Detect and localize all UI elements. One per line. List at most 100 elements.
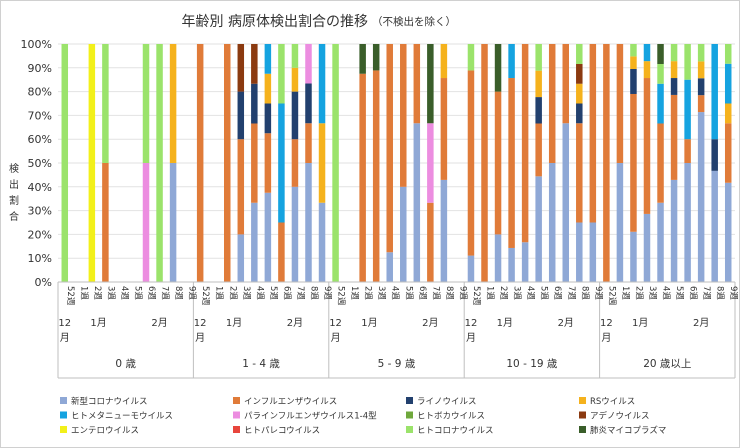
week-label: 4週 <box>254 286 264 300</box>
bar-segment <box>711 139 718 171</box>
bar-segment <box>535 97 542 124</box>
bar-segment <box>670 94 678 180</box>
bar-segment <box>251 202 258 282</box>
bar-segment <box>724 44 732 64</box>
bar-segment <box>508 44 515 79</box>
y-tick-label: 20% <box>28 228 52 241</box>
legend-label: パラインフルエンザウイルス1-4型 <box>244 412 377 422</box>
bar-segment <box>264 133 272 193</box>
bar-segment <box>413 123 421 282</box>
week-label: 8週 <box>579 286 589 300</box>
month-label: 1月 <box>226 317 242 329</box>
y-tick-label: 40% <box>28 181 52 194</box>
week-label: 52週 <box>200 286 210 306</box>
bar-segment <box>251 83 258 124</box>
week-label: 2週 <box>227 286 237 300</box>
bar-segment <box>616 44 624 163</box>
age-group-label: 20 歳以上 <box>643 358 691 370</box>
week-label: 8週 <box>173 286 183 300</box>
bar-segment <box>400 186 407 282</box>
bar-segment <box>196 44 204 282</box>
bar-segment <box>386 44 393 253</box>
y-tick-label: 0% <box>35 276 52 289</box>
bar-segment <box>305 44 312 84</box>
week-label: 8週 <box>715 286 725 300</box>
month-label: 12 <box>329 318 342 329</box>
week-label: 8週 <box>444 286 454 300</box>
bar-segment <box>467 255 475 282</box>
bar-segment <box>643 213 651 282</box>
bar-segment <box>494 234 502 282</box>
legend-swatch <box>579 411 586 419</box>
bar-segment <box>305 83 312 124</box>
legend-swatch <box>406 411 413 419</box>
legend-label: ヒトボカウイルス <box>417 412 485 422</box>
bar-segment <box>643 61 651 79</box>
bar-segment <box>657 63 664 84</box>
y-tick-label: 30% <box>28 205 52 218</box>
month-label-suffix: 月 <box>466 332 476 344</box>
chart-title: 年齢別 病原体検出割合の推移 <box>182 13 368 30</box>
bar-segment <box>684 79 691 140</box>
bar-segment <box>318 44 326 124</box>
bar-segment <box>142 163 150 282</box>
bar-segment <box>400 44 407 187</box>
bar-segment <box>156 44 163 282</box>
month-label: 1月 <box>497 317 513 329</box>
bar-segment <box>291 186 299 282</box>
week-label: 4週 <box>390 286 400 300</box>
legend-swatch <box>233 397 240 404</box>
bar-segment <box>224 44 231 282</box>
week-label: 2週 <box>92 286 102 300</box>
y-tick-label: 90% <box>28 62 52 75</box>
bar-segment <box>318 202 326 282</box>
legend-label: エンテロウイルス <box>71 426 139 436</box>
bar-segment <box>494 44 502 92</box>
bar-segment <box>589 222 597 282</box>
week-label: 7週 <box>701 286 711 300</box>
week-label: 9週 <box>457 286 467 300</box>
week-label: 2週 <box>363 286 373 300</box>
legend-swatch <box>579 397 586 404</box>
y-tick-label: 50% <box>28 157 52 170</box>
bar-segment <box>630 231 637 282</box>
bar-segment <box>535 176 542 282</box>
month-label: 1月 <box>361 317 377 329</box>
week-label: 1週 <box>620 286 630 300</box>
bar-segment <box>576 222 583 282</box>
month-label-suffix: 月 <box>60 332 70 344</box>
bar-segment <box>562 44 569 124</box>
bar-segment <box>291 67 299 92</box>
month-label: 12 <box>465 318 478 329</box>
week-label: 5週 <box>674 286 684 300</box>
week-label: 9週 <box>322 286 332 300</box>
legend-swatch <box>406 426 413 433</box>
week-label: 4週 <box>119 286 129 300</box>
bar-segment <box>697 112 705 283</box>
bar-segment <box>61 44 69 282</box>
y-tick-labels: 0% 10% 20% 30% 40% 50% 60% 70% 80% 90% 100% <box>21 38 52 289</box>
legend-label: ヒトコロナウイルス <box>417 426 494 436</box>
bar-segment <box>481 44 488 282</box>
bar-segment <box>548 163 556 282</box>
bar-segment <box>88 44 96 282</box>
bar-segment <box>711 44 718 140</box>
bar-segment <box>724 63 732 104</box>
week-label: 52週 <box>336 286 346 306</box>
week-label: 9週 <box>728 286 738 300</box>
week-label: 6週 <box>552 286 562 300</box>
bar-segment <box>372 70 380 282</box>
week-label: 2週 <box>633 286 643 300</box>
bar-segment <box>670 61 678 79</box>
bar-segment <box>724 182 732 282</box>
bar-segment <box>521 44 529 243</box>
week-label: 5週 <box>403 286 413 300</box>
legend-swatch <box>233 411 240 419</box>
week-label: 7週 <box>566 286 576 300</box>
bar-segment <box>616 163 624 282</box>
legend-label: ヒトメタニューモウイルス <box>71 412 173 422</box>
age-group-label: 10 - 19 歳 <box>506 358 558 370</box>
bar-segment <box>359 73 366 282</box>
bar-segment <box>440 44 448 79</box>
